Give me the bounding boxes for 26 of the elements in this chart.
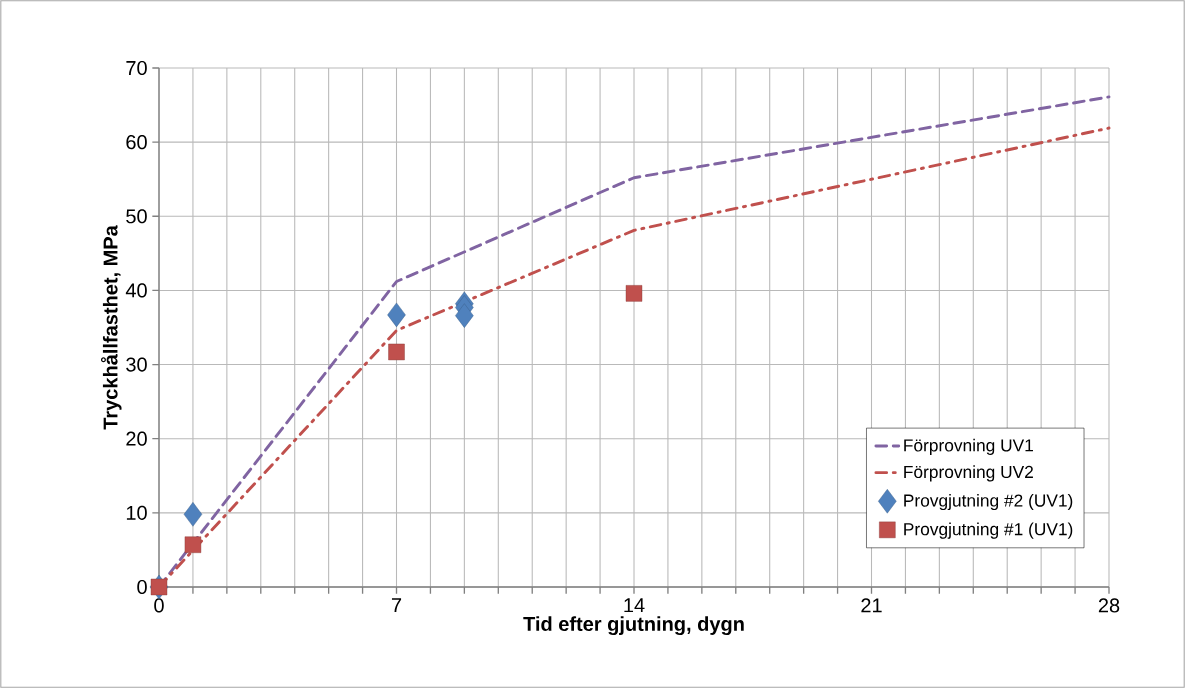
point: [184, 536, 202, 553]
x-tick-label: 14: [624, 598, 645, 613]
point: [150, 578, 168, 596]
y-tick-label: 60: [126, 135, 147, 150]
x-tick-label: 0: [154, 598, 164, 613]
x-axis-title: Tid efter gjutning, dygn: [523, 616, 744, 636]
legend-label: Provgjutning #1 (UV1): [904, 522, 1073, 539]
y-tick-label: 30: [126, 357, 147, 372]
y-tick-label: 10: [126, 505, 147, 520]
legend-label: Förprovning UV2: [904, 465, 1033, 482]
legend-label: Provgjutning #2 (UV1): [904, 493, 1073, 511]
x-tick-label: 28: [1098, 598, 1120, 613]
y-tick-label: 20: [126, 431, 147, 446]
legend-label: Förprovning UV1: [904, 438, 1033, 455]
y-tick-label: 70: [126, 60, 147, 76]
x-tick-label: 21: [861, 598, 882, 613]
y-axis-title: Tryckhållfasthet, MPa: [100, 225, 122, 430]
point: [625, 285, 643, 302]
point: [183, 502, 203, 527]
point: [455, 303, 474, 328]
y-tick-label: 40: [125, 283, 147, 298]
y-tick-label: 50: [126, 209, 147, 224]
point: [388, 343, 405, 361]
y-tick-label: 0: [137, 579, 147, 595]
point: [387, 302, 406, 328]
x-tick-label: 7: [391, 598, 402, 613]
